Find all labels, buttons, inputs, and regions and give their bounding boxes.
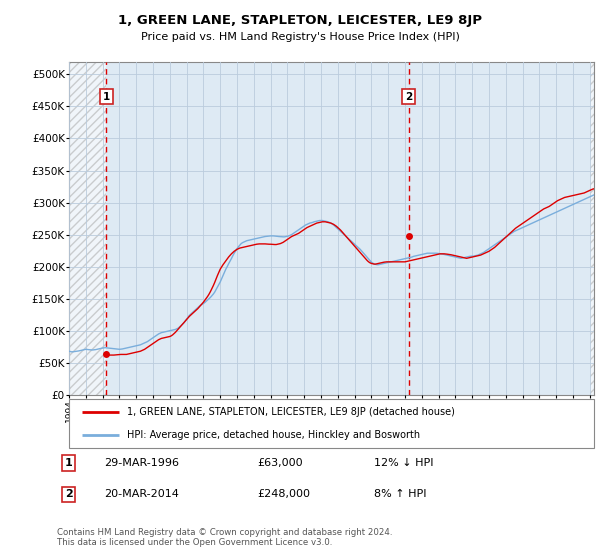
Text: £63,000: £63,000 <box>257 458 303 468</box>
Bar <box>69 62 106 395</box>
Text: 2: 2 <box>405 92 412 101</box>
Text: HPI: Average price, detached house, Hinckley and Bosworth: HPI: Average price, detached house, Hinc… <box>127 430 420 440</box>
Text: 1: 1 <box>65 458 73 468</box>
Bar <box>590 62 594 395</box>
Text: 1: 1 <box>103 92 110 101</box>
Text: Price paid vs. HM Land Registry's House Price Index (HPI): Price paid vs. HM Land Registry's House … <box>140 32 460 42</box>
Text: 8% ↑ HPI: 8% ↑ HPI <box>374 489 426 500</box>
Text: 29-MAR-1996: 29-MAR-1996 <box>104 458 179 468</box>
Text: 20-MAR-2014: 20-MAR-2014 <box>104 489 179 500</box>
FancyBboxPatch shape <box>69 399 594 448</box>
Text: 2: 2 <box>65 489 73 500</box>
Text: 1, GREEN LANE, STAPLETON, LEICESTER, LE9 8JP (detached house): 1, GREEN LANE, STAPLETON, LEICESTER, LE9… <box>127 407 455 417</box>
Text: 12% ↓ HPI: 12% ↓ HPI <box>374 458 433 468</box>
Text: Contains HM Land Registry data © Crown copyright and database right 2024.
This d: Contains HM Land Registry data © Crown c… <box>57 528 392 547</box>
Text: £248,000: £248,000 <box>257 489 311 500</box>
Text: 1, GREEN LANE, STAPLETON, LEICESTER, LE9 8JP: 1, GREEN LANE, STAPLETON, LEICESTER, LE9… <box>118 14 482 27</box>
